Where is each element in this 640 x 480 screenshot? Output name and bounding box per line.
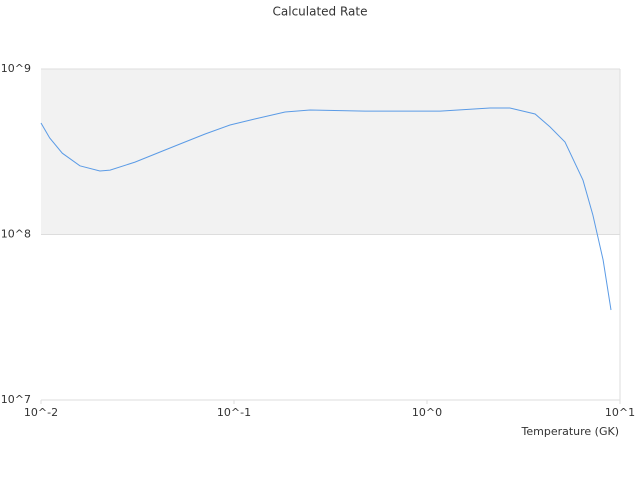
x-tick-label: 10^-1	[217, 406, 251, 419]
y-tick-label: 10^7	[1, 393, 31, 406]
x-tick-label: 10^1	[605, 406, 635, 419]
x-axis-label: Temperature (GK)	[521, 425, 620, 438]
line	[40, 107, 612, 311]
bands	[41, 69, 620, 235]
x-tick-label: 10^-2	[24, 406, 58, 419]
chart-title: Calculated Rate	[273, 5, 368, 19]
y-tick-label: 10^9	[1, 62, 31, 75]
band	[41, 69, 620, 235]
x-tick-label: 10^0	[412, 406, 442, 419]
y-tick-label: 10^8	[1, 228, 31, 241]
